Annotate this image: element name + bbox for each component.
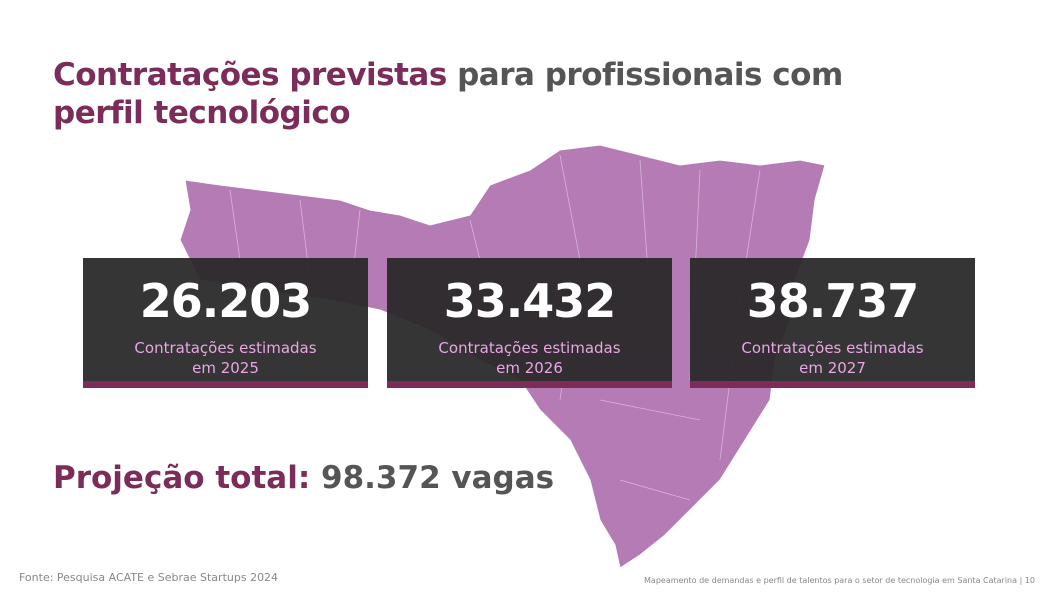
stat-label: Contratações estimadas em 2025: [83, 338, 368, 378]
stat-card: 33.432 Contratações estimadas em 2026: [387, 258, 672, 388]
caption: Mapeamento de demandas e perfil de talen…: [644, 576, 1035, 585]
title-text: para profissionais com: [457, 57, 843, 93]
stat-label: Contratações estimadas em 2026: [387, 338, 672, 378]
stat-label-line: em 2027: [799, 359, 866, 377]
stat-card: 26.203 Contratações estimadas em 2025: [83, 258, 368, 388]
stat-label: Contratações estimadas em 2027: [690, 338, 975, 378]
stat-number: 26.203: [139, 274, 313, 328]
stat-card: 38.737 Contratações estimadas em 2027: [690, 258, 975, 388]
total: Projeção total: 98.372 vagas: [53, 460, 554, 496]
stat-label-line: Contratações estimadas: [741, 339, 924, 357]
title-highlight: Contratações previstas: [53, 57, 447, 93]
stat-label-line: em 2025: [192, 359, 259, 377]
stat-label-line: Contratações estimadas: [438, 339, 621, 357]
title-highlight: perfil tecnológico: [53, 95, 351, 131]
total-value: 98.372 vagas: [321, 460, 555, 496]
stat-number: 33.432: [443, 274, 617, 328]
total-label: Projeção total:: [53, 460, 311, 496]
stat-label-line: em 2026: [496, 359, 563, 377]
stat-label-line: Contratações estimadas: [134, 339, 317, 357]
stat-number: 38.737: [746, 274, 920, 328]
source: Fonte: Pesquisa ACATE e Sebrae Startups …: [19, 571, 279, 584]
title: Contratações previstas para profissionai…: [53, 56, 913, 132]
